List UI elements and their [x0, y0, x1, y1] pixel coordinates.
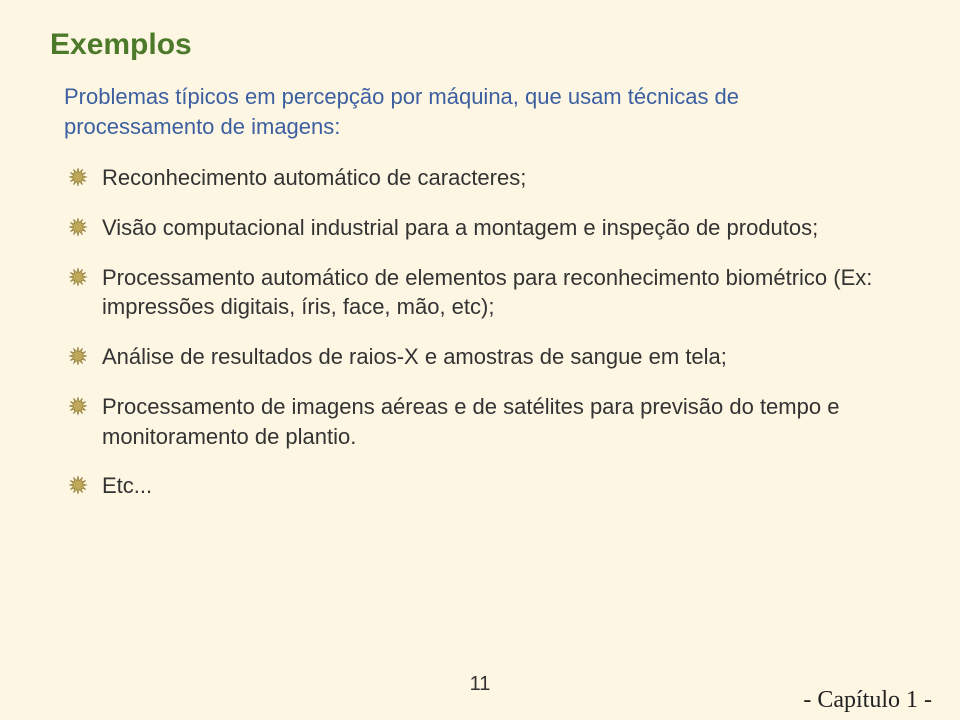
star-burst-icon — [68, 267, 88, 287]
bullet-text: Etc... — [102, 473, 152, 498]
bullet-text: Reconhecimento automático de caracteres; — [102, 165, 526, 190]
list-item: Análise de resultados de raios-X e amost… — [68, 342, 910, 372]
list-item: Visão computacional industrial para a mo… — [68, 213, 910, 243]
bullet-list: Reconhecimento automático de caracteres;… — [68, 163, 910, 501]
star-burst-icon — [68, 167, 88, 187]
list-item: Processamento automático de elementos pa… — [68, 263, 910, 322]
star-burst-icon — [68, 396, 88, 416]
bullet-text: Análise de resultados de raios-X e amost… — [102, 344, 727, 369]
bullet-text: Visão computacional industrial para a mo… — [102, 215, 818, 240]
bullet-text: Processamento de imagens aéreas e de sat… — [102, 394, 839, 449]
bullet-text: Processamento automático de elementos pa… — [102, 265, 872, 320]
star-burst-icon — [68, 217, 88, 237]
list-item: Etc... — [68, 471, 910, 501]
list-item: Reconhecimento automático de caracteres; — [68, 163, 910, 193]
star-burst-icon — [68, 475, 88, 495]
chapter-label: - Capítulo 1 - — [803, 687, 932, 714]
slide-title: Exemplos — [50, 28, 910, 62]
slide-intro: Problemas típicos em percepção por máqui… — [64, 82, 884, 141]
slide: Exemplos Problemas típicos em percepção … — [0, 0, 960, 720]
list-item: Processamento de imagens aéreas e de sat… — [68, 392, 910, 451]
star-burst-icon — [68, 346, 88, 366]
